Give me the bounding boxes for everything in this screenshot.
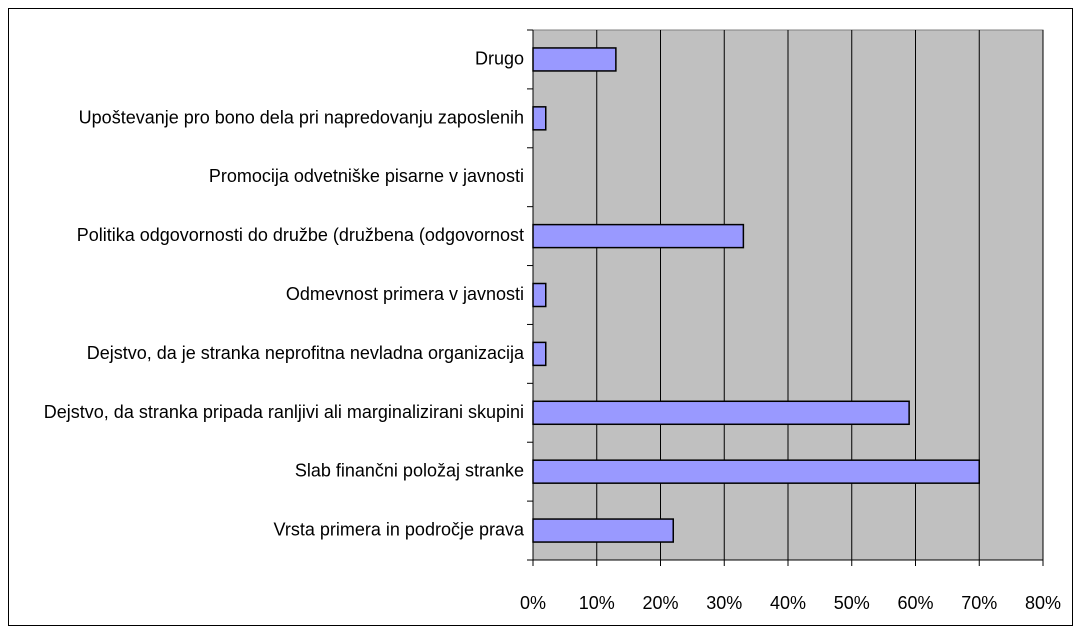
label-line: Promocija odvetniške pisarne v javnosti xyxy=(209,166,524,186)
y-tick-label: Upoštevanje pro bono dela pri napredovan… xyxy=(79,107,524,127)
x-tick-label: 0% xyxy=(520,593,546,613)
label-line: Dejstvo, da stranka pripada ranljivi ali… xyxy=(44,402,524,422)
x-tick-label: 60% xyxy=(897,593,933,613)
y-tick-label: Politika odgovornosti do družbe (družben… xyxy=(77,225,524,245)
x-tick-label: 20% xyxy=(642,593,678,613)
y-tick-label: Dejstvo, da je stranka neprofitna nevlad… xyxy=(87,343,525,363)
bar xyxy=(532,518,674,543)
bar xyxy=(532,282,547,308)
bar xyxy=(532,400,910,426)
bar xyxy=(532,47,617,72)
y-tick-label: Vrsta primera in področje prava xyxy=(274,519,525,539)
label-line: Dejstvo, da je stranka neprofitna nevlad… xyxy=(87,343,525,363)
bar xyxy=(532,459,980,484)
y-tick-label: Odmevnost primera v javnosti xyxy=(286,284,524,304)
y-tick-label: Drugo xyxy=(475,48,524,68)
label-line: Drugo xyxy=(475,48,524,68)
y-tick-label: Promocija odvetniške pisarne v javnosti xyxy=(209,166,524,186)
label-line: Politika odgovornosti do družbe (družben… xyxy=(77,225,524,245)
label-line: Vrsta primera in področje prava xyxy=(274,519,525,539)
x-tick-label: 30% xyxy=(706,593,742,613)
y-tick-label: Dejstvo, da stranka pripada ranljivi ali… xyxy=(44,402,524,422)
y-tick-label: Slab finančni položaj stranke xyxy=(295,460,524,480)
x-tick-label: 50% xyxy=(834,593,870,613)
label-line: Slab finančni položaj stranke xyxy=(295,460,524,480)
x-tick-label: 70% xyxy=(961,593,997,613)
x-tick-label: 40% xyxy=(770,593,806,613)
x-tick-label: 10% xyxy=(579,593,615,613)
bar xyxy=(532,223,745,249)
bar xyxy=(532,341,547,367)
label-line: Odmevnost primera v javnosti xyxy=(286,284,524,304)
label-line: Upoštevanje pro bono dela pri napredovan… xyxy=(79,107,524,127)
x-tick-label: 80% xyxy=(1025,593,1061,613)
bar xyxy=(532,106,547,131)
